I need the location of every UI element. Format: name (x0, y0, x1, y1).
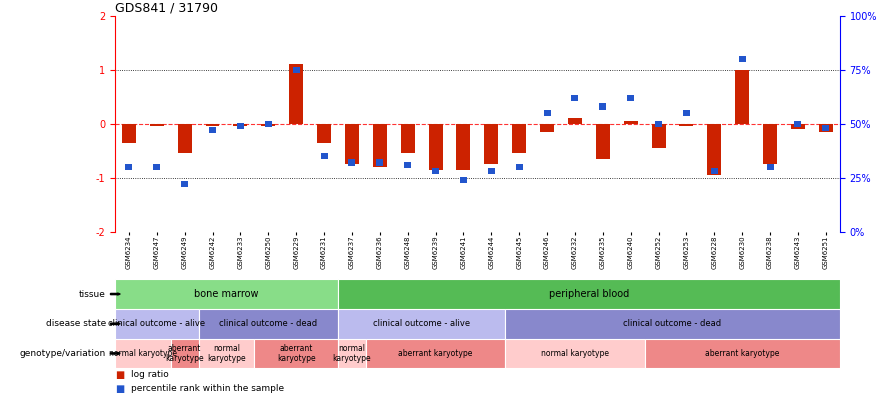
Bar (599, 103, 606, 110)
Bar (506, 309, 840, 339)
Text: normal
karyotype: normal karyotype (207, 344, 246, 363)
Bar (206, 124, 219, 126)
Bar (432, 168, 439, 175)
Bar (171, 339, 199, 368)
Bar (178, 124, 192, 153)
Text: percentile rank within the sample: percentile rank within the sample (131, 384, 284, 393)
Bar (115, 279, 338, 309)
Bar (338, 339, 366, 368)
Text: aberrant
karyotype: aberrant karyotype (277, 344, 316, 363)
Bar (404, 162, 411, 168)
Bar (149, 124, 164, 126)
Bar (115, 339, 171, 368)
Bar (655, 120, 662, 127)
Text: ■: ■ (115, 370, 124, 380)
Bar (126, 164, 133, 170)
Bar (735, 70, 750, 124)
Bar (488, 168, 495, 175)
Bar (484, 124, 499, 164)
Text: log ratio: log ratio (131, 370, 169, 379)
Bar (766, 164, 774, 170)
Bar (644, 339, 840, 368)
Bar (233, 124, 248, 126)
Bar (568, 118, 582, 124)
Text: bone marrow: bone marrow (194, 289, 259, 299)
Bar (366, 339, 506, 368)
Bar (338, 279, 840, 309)
Text: disease state: disease state (46, 319, 106, 328)
Bar (400, 124, 415, 153)
Bar (460, 177, 467, 183)
Bar (791, 124, 805, 129)
Text: peripheral blood: peripheral blood (549, 289, 629, 299)
Bar (199, 309, 338, 339)
Bar (265, 120, 271, 127)
Bar (456, 124, 470, 169)
Bar (181, 181, 188, 187)
Text: aberrant
karyotype: aberrant karyotype (165, 344, 204, 363)
Text: tissue: tissue (80, 289, 106, 299)
Bar (122, 124, 136, 143)
Bar (512, 124, 526, 153)
Bar (255, 339, 338, 368)
Bar (209, 127, 216, 133)
Text: clinical outcome - dead: clinical outcome - dead (219, 319, 317, 328)
Bar (822, 125, 829, 131)
Bar (199, 339, 255, 368)
Bar (652, 124, 666, 148)
Bar (624, 121, 637, 124)
Bar (338, 309, 506, 339)
Bar (345, 124, 359, 164)
Bar (680, 124, 693, 126)
Bar (262, 124, 275, 126)
Bar (628, 95, 634, 101)
Text: genotype/variation: genotype/variation (19, 349, 106, 358)
Text: clinical outcome - dead: clinical outcome - dead (623, 319, 721, 328)
Bar (515, 164, 522, 170)
Bar (153, 164, 160, 170)
Bar (293, 67, 300, 73)
Bar (571, 95, 578, 101)
Bar (317, 124, 331, 143)
Bar (373, 124, 387, 167)
Bar (321, 153, 327, 159)
Bar (819, 124, 833, 132)
Text: ■: ■ (115, 384, 124, 394)
Text: clinical outcome - alive: clinical outcome - alive (373, 319, 470, 328)
Bar (289, 65, 303, 124)
Bar (506, 339, 644, 368)
Bar (707, 124, 721, 175)
Bar (795, 120, 802, 127)
Bar (348, 159, 355, 166)
Bar (711, 168, 718, 175)
Bar (377, 159, 384, 166)
Text: aberrant karyotype: aberrant karyotype (705, 349, 780, 358)
Bar (683, 110, 690, 116)
Text: normal karyotype: normal karyotype (109, 349, 177, 358)
Text: aberrant karyotype: aberrant karyotype (399, 349, 473, 358)
Bar (540, 124, 554, 132)
Bar (429, 124, 443, 169)
Text: normal
karyotype: normal karyotype (332, 344, 371, 363)
Text: normal karyotype: normal karyotype (541, 349, 609, 358)
Text: GDS841 / 31790: GDS841 / 31790 (115, 2, 218, 15)
Bar (763, 124, 777, 164)
Bar (596, 124, 610, 159)
Bar (115, 309, 199, 339)
Text: clinical outcome - alive: clinical outcome - alive (108, 319, 205, 328)
Bar (739, 56, 746, 62)
Bar (237, 123, 244, 129)
Bar (544, 110, 551, 116)
